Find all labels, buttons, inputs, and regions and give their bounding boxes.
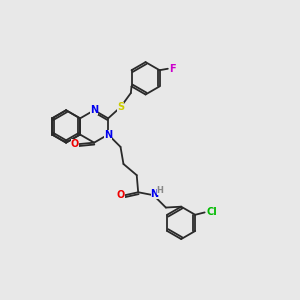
Text: Cl: Cl bbox=[206, 207, 217, 218]
Text: O: O bbox=[71, 139, 79, 149]
Text: O: O bbox=[117, 190, 125, 200]
Text: N: N bbox=[104, 130, 112, 140]
Text: H: H bbox=[157, 186, 164, 195]
Text: F: F bbox=[169, 64, 176, 74]
Text: S: S bbox=[117, 102, 124, 112]
Text: N: N bbox=[151, 189, 159, 199]
Text: N: N bbox=[90, 105, 98, 115]
